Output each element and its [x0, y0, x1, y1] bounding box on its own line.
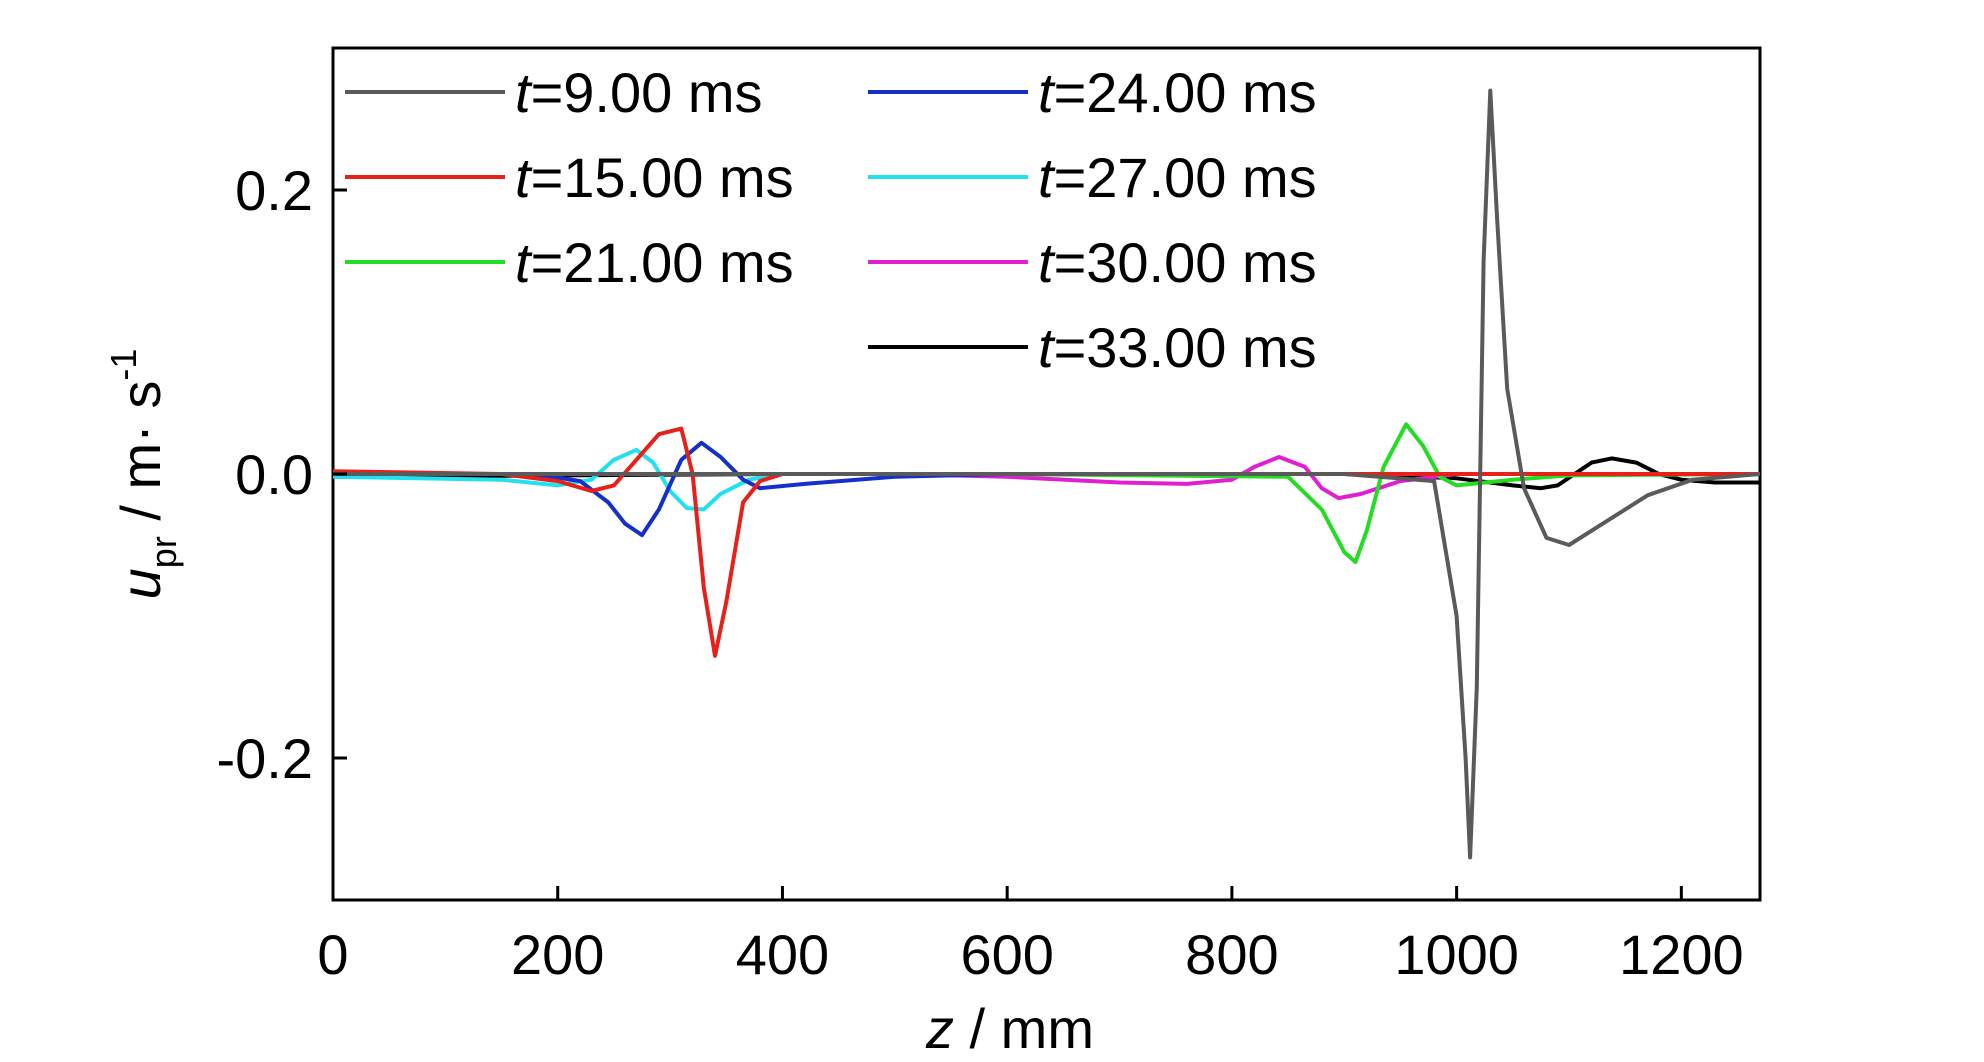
y-axis-unit: / m· s [109, 381, 172, 537]
x-axis-variable: z [925, 997, 954, 1060]
legend-label-1: t=15.00 ms [515, 146, 794, 209]
x-tick-label: 1200 [1619, 923, 1744, 986]
legend: t=9.00 ms t=15.00 ms t=21.00 ms t=24.00 ms t… [345, 61, 1317, 379]
series-line-2 [333, 422, 1761, 564]
x-tick-label: 800 [1185, 923, 1278, 986]
x-tick-label: 600 [960, 923, 1053, 986]
legend-label-2: t=21.00 ms [515, 231, 794, 294]
series-layer [332, 88, 1761, 860]
legend-label-5: t=30.00 ms [1038, 231, 1317, 294]
x-axis-unit: / mm [954, 997, 1094, 1060]
series-line-0 [333, 88, 1761, 860]
x-tick-label: 200 [511, 923, 604, 986]
y-tick-label: 0.2 [235, 159, 313, 222]
x-tick-label: 1000 [1394, 923, 1519, 986]
y-axis-variable: u [109, 568, 172, 599]
legend-label-0: t=9.00 ms [515, 61, 762, 124]
legend-label-6: t=33.00 ms [1038, 316, 1317, 379]
legend-label-4: t=27.00 ms [1038, 146, 1317, 209]
legend-label-3: t=24.00 ms [1038, 61, 1317, 124]
ticks-layer: 0 200 400 600 800 1000 1200 -0.2 0.0 0.2 [217, 159, 1744, 986]
y-tick-label: 0.0 [235, 443, 313, 506]
x-axis-title: z / mm [925, 997, 1094, 1060]
y-axis-subscript: pr [143, 536, 184, 568]
x-tick-label: 0 [317, 923, 348, 986]
x-tick-label: 400 [736, 923, 829, 986]
y-axis-superscript: -1 [103, 349, 144, 381]
y-axis-title: upr / m· s-1 [103, 349, 184, 600]
series-line-5 [333, 455, 1760, 501]
y-tick-label: -0.2 [217, 727, 314, 790]
